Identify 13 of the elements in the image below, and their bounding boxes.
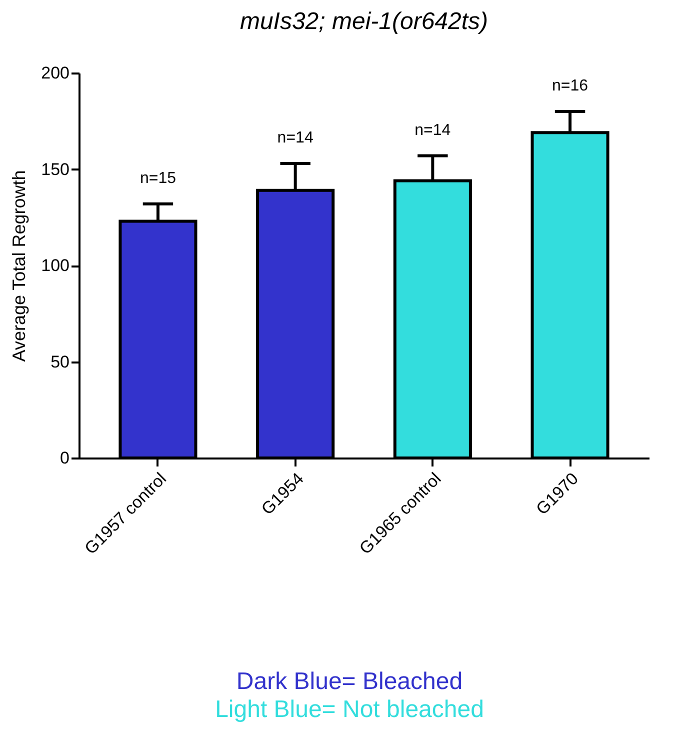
y-tick-label: 50 bbox=[50, 352, 70, 372]
annotation: n=16 bbox=[552, 78, 588, 94]
text: Dark Blue= Bleached bbox=[235, 668, 464, 696]
chart-title: muIs32; mei-1(or642ts) bbox=[240, 8, 488, 35]
text: Light Blue= Not bleached bbox=[214, 696, 485, 724]
annotation: n=14 bbox=[414, 122, 451, 139]
y-tick-label: 200 bbox=[41, 64, 70, 82]
y-axis-title: Average Total Regrowth bbox=[9, 170, 30, 362]
y-tick-label: 150 bbox=[41, 160, 70, 179]
y-tick-label: 0 bbox=[60, 448, 70, 468]
annotation: n=15 bbox=[140, 170, 176, 187]
annotation: n=14 bbox=[277, 129, 314, 146]
y-tick-label: 100 bbox=[41, 256, 70, 275]
